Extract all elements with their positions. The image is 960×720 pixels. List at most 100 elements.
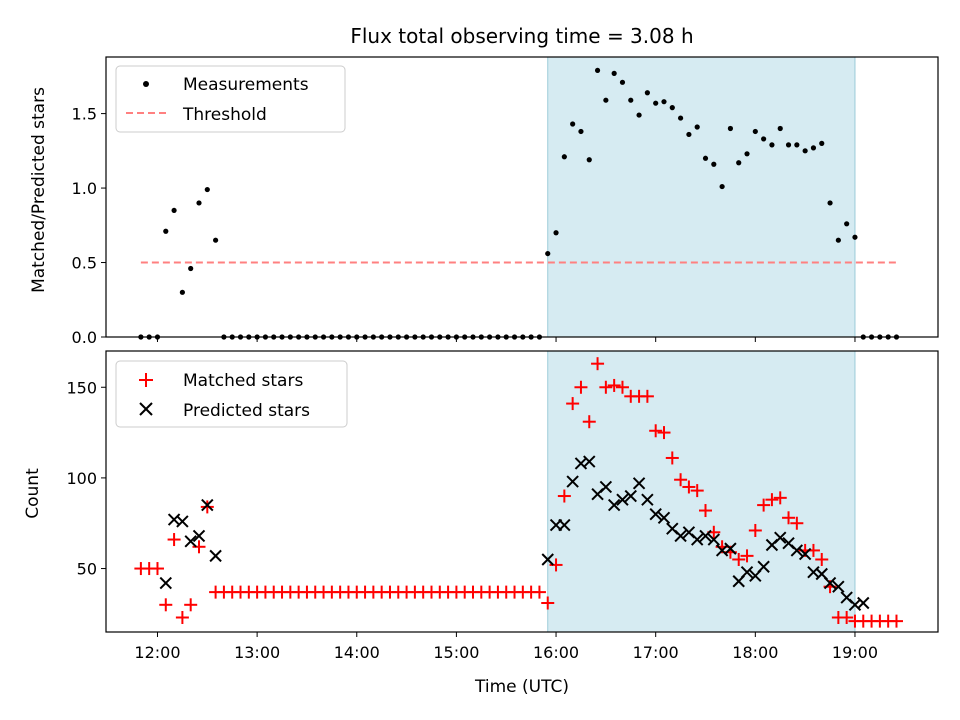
matched-star-point: [167, 533, 181, 547]
measurement-point: [669, 105, 675, 111]
matched-star-point: [184, 598, 198, 612]
measurement-point: [545, 250, 551, 257]
chart-title: Flux total observing time = 3.08 h: [350, 24, 693, 48]
x-tick-label: 14:00: [334, 643, 380, 662]
legend-measurements-label: Measurements: [183, 75, 309, 95]
measurement-point: [586, 157, 592, 163]
matched-star-point: [740, 549, 754, 563]
x-tick-label: 15:00: [433, 643, 479, 662]
measurement-point: [611, 70, 617, 76]
matched-star-point: [615, 380, 629, 394]
predicted-star-point: [192, 529, 206, 543]
legend-threshold-label: Threshold: [182, 105, 267, 125]
predicted-star-point: [690, 533, 704, 546]
matched-star-point: [591, 357, 605, 371]
predicted-star-point: [566, 475, 579, 488]
bottom-panel: 50 100 150 12:00 13:00 14:00 15:00 16:00 17:00 1…: [23, 350, 939, 697]
measurement-point: [827, 200, 833, 206]
matched-star-point: [541, 596, 555, 610]
top-y-tick-label: 0.0: [72, 328, 97, 347]
bottom-y-axis-label: Count: [23, 468, 43, 519]
predicted-star-point: [541, 553, 554, 566]
legend-matched-marker: [139, 373, 153, 387]
top-y-tick-label: 1.5: [72, 105, 97, 124]
measurement-point: [171, 207, 177, 214]
predicted-star-point: [757, 560, 770, 573]
matched-star-point: [682, 480, 696, 494]
measurement-point: [594, 67, 601, 74]
matched-star-point: [159, 598, 173, 612]
predicted-star-point: [798, 547, 812, 561]
measurement-point: [578, 128, 584, 135]
matched-star-point: [599, 380, 613, 394]
matched-star-point: [175, 610, 189, 624]
x-axis-label: Time (UTC): [474, 677, 569, 697]
measurement-point: [844, 221, 850, 227]
predicted-star-point: [607, 498, 621, 512]
matched-star-point: [640, 389, 654, 403]
measurement-point: [702, 155, 709, 161]
top-y-tick-label: 0.5: [72, 254, 97, 273]
top-y-tick-label: 1.0: [72, 179, 97, 198]
legend-predicted-label: Predicted stars: [183, 401, 310, 421]
x-tick-label: 17:00: [633, 643, 679, 662]
predicted-star-point: [599, 480, 613, 494]
measurement-point: [810, 145, 817, 151]
top-y-axis-label: Matched/Predicted stars: [29, 87, 49, 293]
predicted-star-point: [641, 493, 654, 506]
legend-matched-label: Matched stars: [183, 371, 303, 391]
matched-star-point: [815, 552, 829, 566]
matched-star-point: [150, 562, 164, 576]
measurement-point: [619, 79, 626, 85]
matched-star-point: [773, 491, 787, 505]
predicted-star-point: [176, 515, 189, 528]
measurement-point: [677, 115, 684, 121]
matched-star-point: [557, 489, 571, 503]
measurement-point: [819, 140, 825, 146]
predicted-star-point: [583, 455, 596, 468]
matched-star-point: [607, 378, 621, 392]
matched-star-point: [790, 516, 804, 530]
measurement-point: [204, 186, 210, 193]
matched-star-point: [889, 614, 903, 628]
measurement-point: [686, 131, 692, 138]
predicted-star-point: [832, 580, 845, 593]
measurement-point: [653, 100, 659, 106]
predicted-star-point: [699, 529, 712, 543]
top-axes-frame: [105, 56, 939, 338]
x-tick-label: 19:00: [832, 643, 878, 662]
matched-star-point: [782, 511, 796, 525]
measurement-point: [719, 183, 725, 190]
matched-star-point: [582, 415, 596, 429]
matched-star-point: [674, 473, 688, 487]
top-legend-box: [115, 65, 346, 133]
predicted-star-point: [558, 518, 571, 532]
measurement-point: [179, 289, 185, 295]
matched-star-point: [757, 498, 771, 512]
top-panel: 0.0 0.5 1.0 1.5 Matched/Predicted stars Mea…: [29, 56, 939, 347]
measurement-point: [777, 125, 783, 132]
matched-star-point: [657, 426, 671, 440]
measurement-point: [744, 151, 750, 157]
bottom-legend: Matched stars Predicted stars: [115, 360, 348, 428]
matched-star-point: [192, 540, 206, 554]
matched-star-point: [665, 451, 679, 465]
predicted-star-point: [823, 576, 837, 590]
measurement-point: [761, 136, 767, 142]
measurement-point: [196, 200, 202, 206]
predicted-star-point: [184, 535, 197, 548]
measurement-point: [802, 148, 808, 154]
measurement-point: [163, 228, 169, 234]
x-tick-label: 13:00: [234, 643, 280, 662]
measurement-point: [561, 154, 567, 160]
measurement-point: [794, 142, 800, 148]
bottom-y-tick-label: 50: [77, 560, 97, 579]
measurement-point: [835, 237, 841, 243]
predicted-star-point: [724, 542, 737, 555]
top-legend: Measurements Threshold: [115, 65, 346, 133]
measurement-point: [752, 128, 758, 135]
matched-star-point: [765, 493, 779, 507]
predicted-star-point: [624, 489, 637, 503]
bottom-legend-box: [115, 360, 348, 428]
